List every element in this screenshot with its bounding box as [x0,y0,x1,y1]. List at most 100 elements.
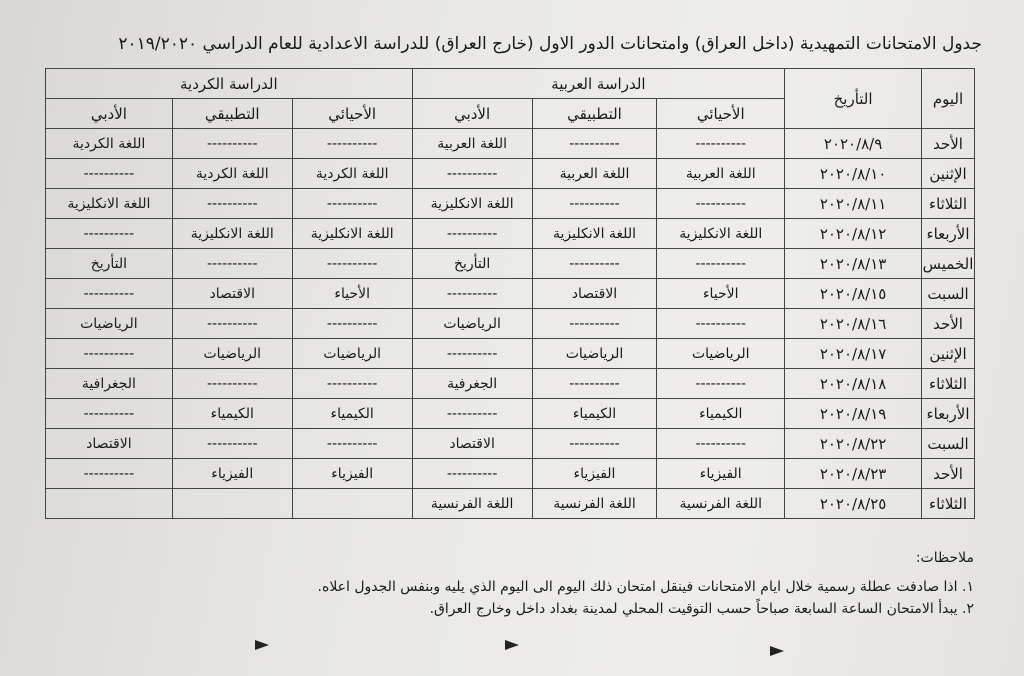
date-cell: ٢٠٢٠/٨/١٣ [784,248,923,279]
day-cell: الإثنين [921,338,975,369]
subject-cell: اللغة العربية [656,158,786,189]
day-cell: السبت [921,278,975,309]
subject-cell: اللغة الانكليزية [171,218,293,249]
header-kurdish-group: الدراسة الكردية [45,68,413,99]
subject-cell: ---------- [411,458,533,489]
table-row: الإثنين ٢٠٢٠/٨/١٠ اللغة العربية اللغة العرب… [45,158,975,189]
subject-cell: الاقتصاد [171,278,293,309]
header-day: اليوم [921,68,975,129]
day-cell: الثلاثاء [921,488,975,519]
day-cell: السبت [921,428,975,459]
header-stream: الأحيائي [291,98,413,129]
subject-cell: التأريخ [411,248,533,279]
subject-cell: ---------- [45,158,173,189]
subject-cell: اللغة الانكليزية [291,218,413,249]
subject-cell: اللغة الفرنسية [411,488,533,519]
day-cell: الثلاثاء [921,368,975,399]
subject-cell: ---------- [531,368,658,399]
subject-cell: ---------- [411,398,533,429]
subject-cell [171,488,293,519]
table-row: الإثنين ٢٠٢٠/٨/١٧ الرياضيات الرياضيات ------… [45,338,975,369]
subject-cell: اللغة الكردية [291,158,413,189]
subject-cell: اللغة الانكليزية [531,218,658,249]
date-cell: ٢٠٢٠/٨/٢٢ [784,428,923,459]
table-row: السبت ٢٠٢٠/٨/٢٢ ---------- ---------- الاقتص… [45,428,975,459]
subject-cell: ---------- [171,248,293,279]
subject-cell: الفيزياء [291,458,413,489]
header-row-streams: الأحيائي التطبيقي الأدبي الأحيائي التطبيقي ال… [45,98,975,129]
exam-schedule-table: اليوم التأريخ الدراسة العربية الدراسة ال… [45,68,975,519]
date-cell: ٢٠٢٠/٨/١٨ [784,368,923,399]
subject-cell: اللغة الانكليزية [656,218,786,249]
subject-cell: ---------- [45,398,173,429]
subject-cell: ---------- [411,338,533,369]
header-date: التأريخ [784,68,923,129]
subject-cell: التأريخ [45,248,173,279]
subject-cell: الجغرفية [411,368,533,399]
subject-cell: الفيزياء [531,458,658,489]
date-cell: ٢٠٢٠/٨/١٠ [784,158,923,189]
subject-cell: اللغة الكردية [171,158,293,189]
day-cell: الأربعاء [921,398,975,429]
header-arabic-group: الدراسة العربية [411,68,786,99]
subject-cell: ---------- [656,428,786,459]
day-cell: الثلاثاء [921,188,975,219]
note-item: ١. اذا صادفت عطلة رسمية خلال ايام الامتح… [317,579,974,595]
date-cell: ٢٠٢٠/٨/١٩ [784,398,923,429]
table-body: الأحد ٢٠٢٠/٨/٩ ---------- ---------- اللغة ا… [45,128,975,519]
subject-cell: ---------- [656,368,786,399]
date-cell: ٢٠٢٠/٨/١٥ [784,278,923,309]
subject-cell: اللغة الانكليزية [45,188,173,219]
subject-cell: اللغة الفرنسية [531,488,658,519]
subject-cell: ---------- [45,458,173,489]
subject-cell: الرياضيات [291,338,413,369]
subject-cell: ---------- [656,308,786,339]
subject-cell: الأحياء [291,278,413,309]
subject-cell: اللغة العربية [411,128,533,159]
note-item: ٢. يبدأ الامتحان الساعة السابعة صباحاً ح… [429,601,974,617]
subject-cell: الرياضيات [171,338,293,369]
subject-cell: الكيمياء [291,398,413,429]
subject-cell: ---------- [291,308,413,339]
day-cell: الأحد [921,128,975,159]
subject-cell: الاقتصاد [411,428,533,459]
subject-cell: الكيمياء [531,398,658,429]
table-row: الأحد ٢٠٢٠/٨/٢٣ الفيزياء الفيزياء ----------… [45,458,975,489]
subject-cell: ---------- [45,218,173,249]
subject-cell: الاقتصاد [45,428,173,459]
day-cell: الأحد [921,308,975,339]
subject-cell: الفيزياء [656,458,786,489]
subject-cell: ---------- [411,278,533,309]
table-row: الأربعاء ٢٠٢٠/٨/١٢ اللغة الانكليزية اللغة ا… [45,218,975,249]
subject-cell: ---------- [171,428,293,459]
table-row: الثلاثاء ٢٠٢٠/٨/١٨ ---------- ---------- الج… [45,368,975,399]
subject-cell: ---------- [171,128,293,159]
subject-cell: اللغة العربية [531,158,658,189]
subject-cell: اللغة الانكليزية [411,188,533,219]
subject-cell: الكيمياء [171,398,293,429]
subject-cell: الرياضيات [45,308,173,339]
date-cell: ٢٠٢٠/٨/٩ [784,128,923,159]
date-cell: ٢٠٢٠/٨/١٦ [784,308,923,339]
subject-cell: ---------- [411,158,533,189]
subject-cell: ---------- [656,188,786,219]
header-stream: التطبيقي [171,98,293,129]
header-stream: الأدبي [411,98,533,129]
subject-cell: ---------- [45,278,173,309]
date-cell: ٢٠٢٠/٨/١٢ [784,218,923,249]
table-row: الخميس ٢٠٢٠/٨/١٣ ---------- ---------- التأر… [45,248,975,279]
subject-cell: الرياضيات [531,338,658,369]
subject-cell: اللغة الكردية [45,128,173,159]
date-cell: ٢٠٢٠/٨/٢٣ [784,458,923,489]
subject-cell: ---------- [291,188,413,219]
subject-cell: ---------- [531,428,658,459]
notes-title: ملاحظات: [915,550,974,566]
day-cell: الخميس [921,248,975,279]
binder-hole-mark [770,646,784,656]
header-stream: الأحيائي [656,98,786,129]
subject-cell: الرياضيات [411,308,533,339]
subject-cell: ---------- [291,368,413,399]
table-row: الأحد ٢٠٢٠/٨/١٦ ---------- ---------- الرياض… [45,308,975,339]
subject-cell: الأحياء [656,278,786,309]
subject-cell: ---------- [656,128,786,159]
